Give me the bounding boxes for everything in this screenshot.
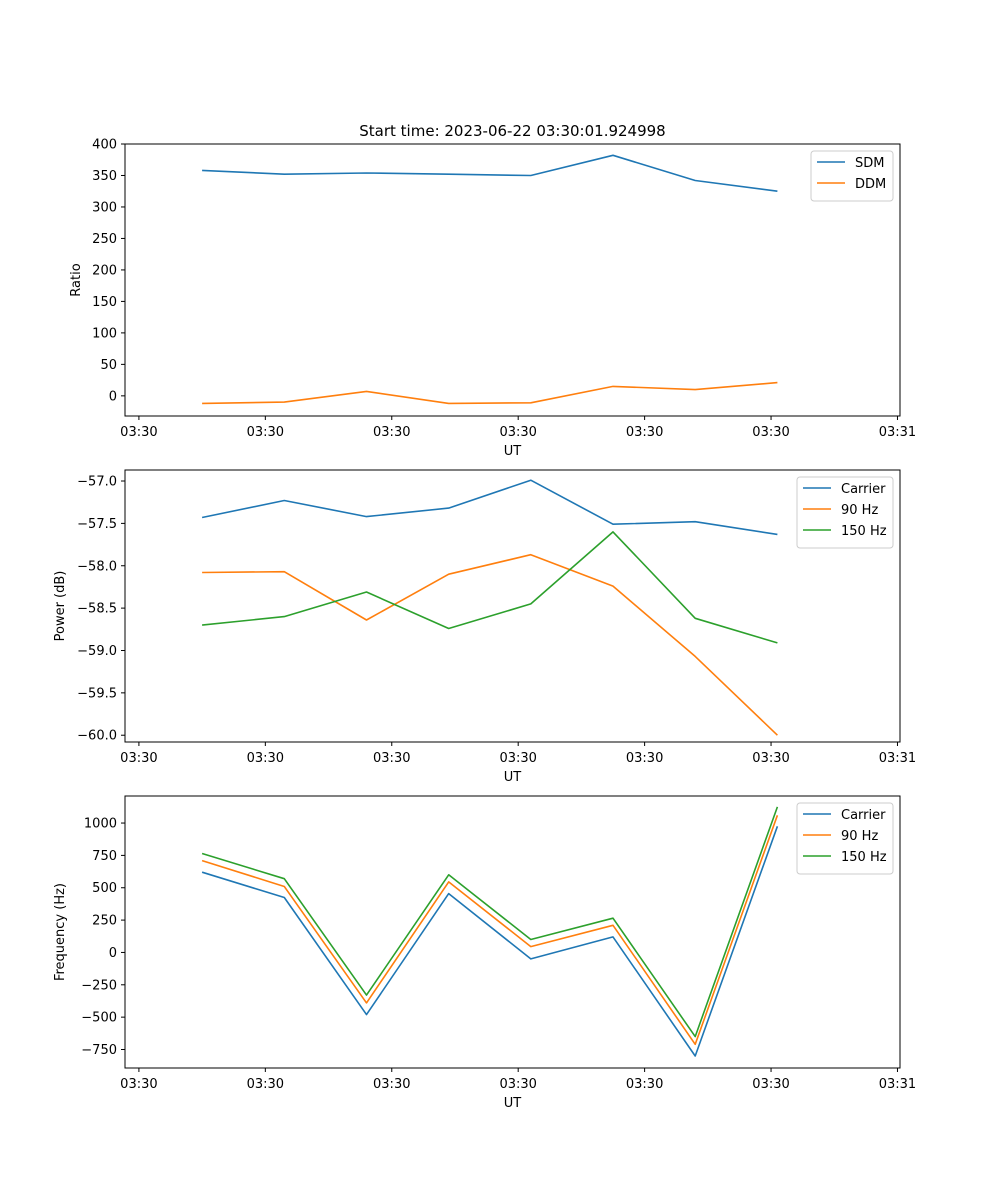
series-line-90-hz [202,553,778,736]
x-tick-label: 03:30 [626,425,663,440]
legend-label: Carrier [841,482,886,497]
y-tick-label: −59.5 [77,686,117,701]
x-tick-label: 03:30 [752,425,789,440]
y-axis-label: Frequency (Hz) [53,883,68,981]
y-tick-label: 250 [92,232,117,247]
x-tick-label: 03:30 [120,425,157,440]
x-tick-label: 03:30 [499,751,536,766]
y-tick-label: 300 [92,200,117,215]
legend-label: 150 Hz [841,850,887,865]
series-line-carrier [201,479,778,536]
y-tick-label: −250 [81,978,117,993]
figure-title: Start time: 2023-06-22 03:30:01.924998 [359,122,665,140]
y-tick-label: 100 [92,326,117,341]
y-tick-label: −500 [81,1011,117,1026]
x-tick-label: 03:30 [626,751,663,766]
legend: Carrier 90 Hz 150 Hz [796,802,894,875]
y-tick-label: −57.5 [77,517,117,532]
y-tick-label: 150 [92,295,117,310]
x-axis-label: UT [504,1096,522,1111]
axes-frame [124,795,901,1069]
x-axis-label: UT [504,770,522,785]
chart-panel-1: 03:30 03:30 03:30 03:30 03:30 03:30 03:31 0 50 10… [69,138,916,460]
y-tick-label: 250 [92,914,117,929]
x-tick-label: 03:30 [247,1077,284,1092]
x-tick-label: 03:30 [247,751,284,766]
y-axis-label: Power (dB) [53,571,68,642]
y-tick-label: −59.0 [77,644,117,659]
y-tick-label: 200 [92,263,117,278]
x-axis-label: UT [504,444,522,459]
y-tick-label: −60.0 [77,729,117,744]
series-line-150-hz [201,806,779,1038]
y-tick-label: −58.0 [77,559,117,574]
y-tick-label: 750 [92,849,117,864]
x-tick-label: 03:30 [752,1077,789,1092]
y-axis-label: Ratio [69,263,84,296]
series-line-90-hz [201,815,779,1046]
x-tick-label: 03:30 [373,1077,410,1092]
y-tick-label: 350 [92,169,117,184]
x-tick-label: 03:30 [120,751,157,766]
legend-label: SDM [855,156,884,171]
series-line-carrier [201,826,779,1057]
legend: Carrier 90 Hz 150 Hz [796,476,894,549]
legend-box [810,150,894,202]
series-line-150-hz [202,531,778,644]
x-tick-label: 03:30 [499,1077,536,1092]
legend-label: 90 Hz [841,503,878,518]
x-tick-label: 03:30 [499,425,536,440]
y-tick-label: 1000 [84,817,117,832]
y-tick-label: −750 [81,1043,117,1058]
x-tick-label: 03:31 [879,425,916,440]
y-tick-label: 400 [92,138,117,153]
y-tick-label: 500 [92,881,117,896]
legend: SDM DDM [810,150,894,202]
x-tick-label: 03:31 [879,1077,916,1092]
axes-frame [124,143,901,417]
y-tick-label: 0 [109,389,117,404]
x-tick-label: 03:30 [752,751,789,766]
x-tick-label: 03:30 [626,1077,663,1092]
x-tick-label: 03:30 [373,425,410,440]
legend-label: 150 Hz [841,524,887,539]
chart-panel-2: 03:30 03:30 03:30 03:30 03:30 03:30 03:31 −60.0… [53,469,916,785]
y-tick-label: −58.5 [77,602,117,617]
series-line-sdm [202,154,778,192]
legend-label: 90 Hz [841,829,878,844]
axes-frame [124,469,901,743]
x-tick-label: 03:30 [120,1077,157,1092]
x-tick-label: 03:31 [879,751,916,766]
y-tick-label: 0 [109,946,117,961]
legend-label: DDM [855,177,886,192]
y-tick-label: −57.0 [77,475,117,490]
chart-panel-3: 03:30 03:30 03:30 03:30 03:30 03:30 03:31 −750 −… [53,795,916,1111]
x-tick-label: 03:30 [373,751,410,766]
y-tick-label: 50 [100,358,117,373]
x-tick-label: 03:30 [247,425,284,440]
series-line-ddm [202,381,778,405]
legend-label: Carrier [841,808,886,823]
